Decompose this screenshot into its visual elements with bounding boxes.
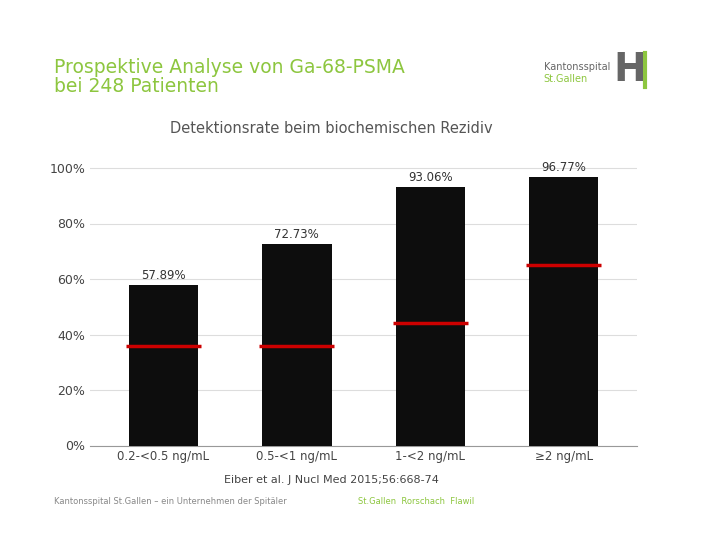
Text: 72.73%: 72.73% — [274, 228, 319, 241]
Bar — [395, 187, 465, 446]
Bar — [529, 177, 598, 446]
Text: Kantonsspital St.Gallen – ein Unternehmen der Spitäler: Kantonsspital St.Gallen – ein Unternehme… — [54, 497, 289, 505]
Text: 93.06%: 93.06% — [408, 172, 453, 185]
Text: bei 248 Patienten: bei 248 Patienten — [54, 77, 219, 96]
Text: H: H — [613, 51, 646, 89]
Text: 96.77%: 96.77% — [541, 161, 586, 174]
Text: Eiber et al. J Nucl Med 2015;56:668-74: Eiber et al. J Nucl Med 2015;56:668-74 — [224, 475, 438, 484]
Text: St.Gallen  Rorschach  Flawil: St.Gallen Rorschach Flawil — [358, 497, 474, 505]
Text: Detektionsrate beim biochemischen Rezidiv: Detektionsrate beim biochemischen Rezidi… — [170, 121, 492, 136]
Text: St.Gallen: St.Gallen — [544, 75, 588, 84]
Bar — [262, 244, 332, 446]
Bar — [129, 285, 198, 446]
Text: Kantonsspital: Kantonsspital — [544, 62, 610, 72]
Text: Prospektive Analyse von Ga-68-PSMA: Prospektive Analyse von Ga-68-PSMA — [54, 58, 405, 77]
Text: 57.89%: 57.89% — [141, 269, 186, 282]
